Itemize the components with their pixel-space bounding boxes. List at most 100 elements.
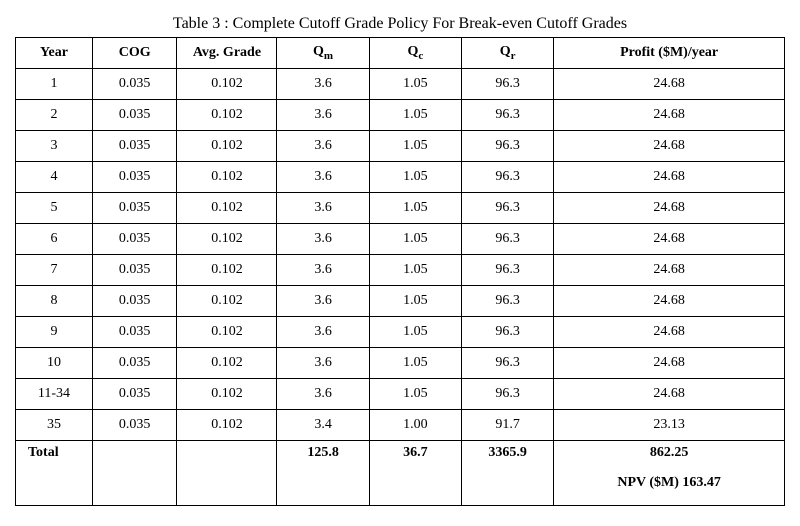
cell-qm: 3.6	[277, 193, 369, 224]
cell-qm: 3.6	[277, 131, 369, 162]
cell-qr: 96.3	[461, 224, 553, 255]
cell-avg: 0.102	[177, 162, 277, 193]
cell-qr: 91.7	[461, 410, 553, 441]
cell-qc: 1.05	[369, 162, 461, 193]
cell-qm: 3.6	[277, 162, 369, 193]
npv-value: NPV ($M) 163.47	[562, 475, 776, 491]
cell-qc: 1.05	[369, 193, 461, 224]
header-cog: COG	[92, 38, 177, 69]
header-row: Year COG Avg. Grade Qm Qc Qr Profit ($M)…	[16, 38, 785, 69]
cell-year: 8	[16, 286, 93, 317]
cell-cog: 0.035	[92, 100, 177, 131]
table-row: 10.0350.1023.61.0596.324.68	[16, 69, 785, 100]
cell-profit: 24.68	[554, 348, 785, 379]
cell-avg: 0.102	[177, 193, 277, 224]
cell-cog: 0.035	[92, 162, 177, 193]
total-qr: 3365.9	[461, 441, 553, 506]
cell-qc: 1.05	[369, 224, 461, 255]
cell-profit: 24.68	[554, 100, 785, 131]
cell-qm: 3.6	[277, 69, 369, 100]
cell-year: 9	[16, 317, 93, 348]
cell-qm: 3.6	[277, 255, 369, 286]
header-qr: Qr	[461, 38, 553, 69]
cell-cog: 0.035	[92, 131, 177, 162]
table-row: 70.0350.1023.61.0596.324.68	[16, 255, 785, 286]
cell-qm: 3.6	[277, 224, 369, 255]
total-profit-value: 862.25	[562, 445, 776, 461]
cell-avg: 0.102	[177, 317, 277, 348]
cell-year: 7	[16, 255, 93, 286]
header-qc: Qc	[369, 38, 461, 69]
cell-avg: 0.102	[177, 69, 277, 100]
cell-avg: 0.102	[177, 348, 277, 379]
cell-profit: 24.68	[554, 286, 785, 317]
qr-sub: r	[511, 50, 516, 62]
cell-qc: 1.00	[369, 410, 461, 441]
cell-qc: 1.05	[369, 100, 461, 131]
cell-qm: 3.6	[277, 348, 369, 379]
table-row: 40.0350.1023.61.0596.324.68	[16, 162, 785, 193]
header-avg-grade: Avg. Grade	[177, 38, 277, 69]
header-profit: Profit ($M)/year	[554, 38, 785, 69]
cell-qm: 3.6	[277, 379, 369, 410]
cell-year: 5	[16, 193, 93, 224]
total-row: Total125.836.73365.9862.25NPV ($M) 163.4…	[16, 441, 785, 506]
table-row: 30.0350.1023.61.0596.324.68	[16, 131, 785, 162]
cell-avg: 0.102	[177, 379, 277, 410]
cell-qc: 1.05	[369, 379, 461, 410]
cell-qr: 96.3	[461, 100, 553, 131]
cell-qm: 3.4	[277, 410, 369, 441]
cell-year: 11-34	[16, 379, 93, 410]
cell-profit: 24.68	[554, 224, 785, 255]
table-row: 60.0350.1023.61.0596.324.68	[16, 224, 785, 255]
cell-qc: 1.05	[369, 286, 461, 317]
cell-year: 6	[16, 224, 93, 255]
total-avg	[177, 441, 277, 506]
cell-year: 4	[16, 162, 93, 193]
cell-year: 1	[16, 69, 93, 100]
table-row: 100.0350.1023.61.0596.324.68	[16, 348, 785, 379]
total-profit: 862.25 NPV ($M) 163.47	[554, 441, 785, 506]
total-label: Total	[16, 441, 93, 506]
total-cog	[92, 441, 177, 506]
qc-label: Q	[407, 44, 418, 59]
cell-profit: 24.68	[554, 193, 785, 224]
cell-profit: 23.13	[554, 410, 785, 441]
qr-label: Q	[500, 44, 511, 59]
cell-year: 10	[16, 348, 93, 379]
table-row: 80.0350.1023.61.0596.324.68	[16, 286, 785, 317]
cell-qr: 96.3	[461, 131, 553, 162]
cell-qc: 1.05	[369, 69, 461, 100]
total-qm: 125.8	[277, 441, 369, 506]
cell-year: 3	[16, 131, 93, 162]
cell-qc: 1.05	[369, 317, 461, 348]
cell-qr: 96.3	[461, 193, 553, 224]
cell-profit: 24.68	[554, 69, 785, 100]
cell-qm: 3.6	[277, 317, 369, 348]
cell-qr: 96.3	[461, 255, 553, 286]
cell-year: 35	[16, 410, 93, 441]
cell-profit: 24.68	[554, 379, 785, 410]
cell-cog: 0.035	[92, 69, 177, 100]
cell-avg: 0.102	[177, 286, 277, 317]
cell-cog: 0.035	[92, 255, 177, 286]
cell-profit: 24.68	[554, 162, 785, 193]
cell-qr: 96.3	[461, 286, 553, 317]
cell-profit: 24.68	[554, 317, 785, 348]
cell-profit: 24.68	[554, 255, 785, 286]
header-year: Year	[16, 38, 93, 69]
cell-qc: 1.05	[369, 348, 461, 379]
cell-avg: 0.102	[177, 100, 277, 131]
cell-cog: 0.035	[92, 224, 177, 255]
cell-cog: 0.035	[92, 348, 177, 379]
table-row: 11-340.0350.1023.61.0596.324.68	[16, 379, 785, 410]
table-row: 20.0350.1023.61.0596.324.68	[16, 100, 785, 131]
table-title: Table 3 : Complete Cutoff Grade Policy F…	[15, 15, 785, 33]
cell-cog: 0.035	[92, 317, 177, 348]
cutoff-grade-table: Year COG Avg. Grade Qm Qc Qr Profit ($M)…	[15, 37, 785, 506]
cell-cog: 0.035	[92, 193, 177, 224]
qm-sub: m	[324, 50, 333, 62]
cell-qm: 3.6	[277, 100, 369, 131]
cell-qm: 3.6	[277, 286, 369, 317]
table-row: 350.0350.1023.41.0091.723.13	[16, 410, 785, 441]
